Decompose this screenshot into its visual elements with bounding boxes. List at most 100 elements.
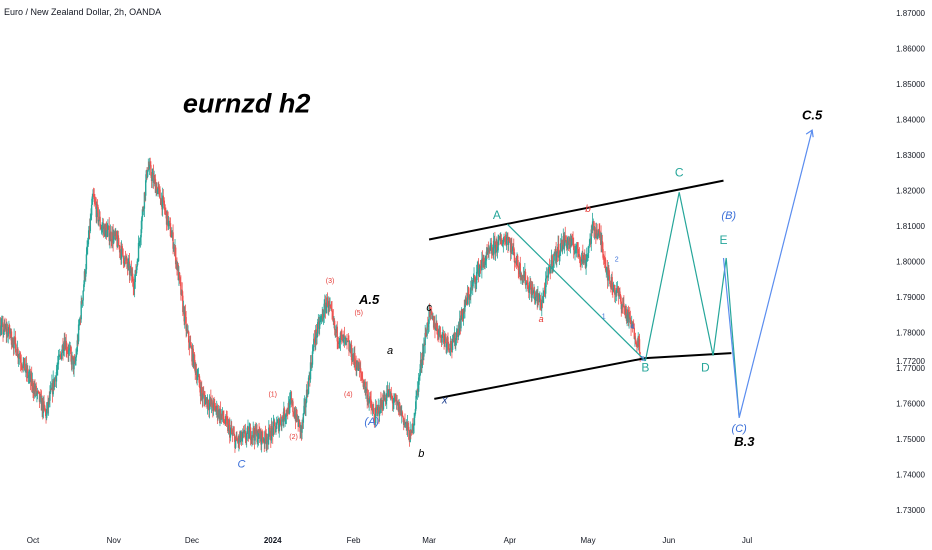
candle-body [181,289,183,296]
candle-body [118,245,120,246]
candle-body [338,343,340,344]
candle-body [187,331,190,343]
y-tick-label: 1.80000 [896,258,925,267]
candle-body [141,217,143,230]
candle-body [14,336,16,338]
candle-body [124,257,126,265]
candle-body [543,290,545,296]
candle-body [360,372,363,376]
candle-body [21,365,23,368]
candle-body [185,317,187,331]
candle-body [475,283,477,284]
candle-body [346,338,348,341]
candle-body [244,431,247,439]
wave-label: (3) [326,278,335,285]
candle-body [332,316,335,322]
drawing-lines [428,129,814,418]
candle-body [97,207,99,222]
candle-body [130,267,133,277]
candle-body [457,328,460,337]
candle-body [143,208,145,210]
candle-body [246,427,249,434]
candle-body [243,431,245,434]
candle-body [385,401,387,402]
candle-body [438,330,440,336]
candle-body [180,282,182,295]
candle-body [44,405,46,410]
candle-body [576,242,579,249]
wave-label: a [539,314,544,324]
candle-body [139,241,141,243]
candle-body [393,395,396,402]
candle-body [262,438,264,442]
candle-body [481,258,483,271]
candle-body [288,399,291,413]
candle-body [637,336,639,347]
candle-body [541,299,543,309]
wave-label: (1) [268,391,277,398]
candle-body [316,333,318,338]
candle-body [140,229,142,238]
candle-body [313,338,315,348]
candle-body [596,229,598,239]
candle-body [211,399,213,408]
candle-body [311,364,313,366]
candle-body [80,301,82,320]
candle-body [396,400,398,404]
candle-body [174,247,177,265]
candle-body [511,243,513,252]
candle-body [45,409,48,419]
candle-body [378,413,381,416]
candle-body [17,357,20,359]
candle-body [571,238,573,246]
candle-body [278,424,280,432]
candle-body [68,348,71,350]
candle-body [428,307,430,324]
candle-body [257,438,259,443]
x-tick-label: Apr [504,536,517,545]
candle-body [387,390,390,396]
candle-body [496,241,498,251]
candle-body [573,245,575,251]
candle-body [516,255,519,267]
candle-body [500,239,503,244]
y-tick-label: 1.87000 [896,9,925,18]
candle-body [122,248,124,256]
candle-body [539,298,542,309]
candle-body [126,257,128,264]
wave-label: a [387,345,393,357]
candle-body [330,307,333,309]
candle-body [574,250,576,255]
candle-body [158,187,161,190]
wave-label: (A) [364,416,379,428]
candle-body [245,433,248,440]
candle-body [614,292,617,295]
candle-body [424,332,426,346]
candle-body [563,235,566,247]
x-tick-label: Oct [27,536,40,545]
wave-label: (C) [732,423,748,435]
candle-body [223,420,226,424]
candle-body [359,368,362,373]
candle-body [559,243,562,252]
time-axis[interactable]: Oct Nov Dec 2024 Feb Mar Apr May Jun Jul [27,536,753,545]
candle-body [57,356,60,365]
candle-body [604,259,607,271]
candle-body [2,322,4,334]
candle-body [348,341,350,351]
candle-body [354,361,357,364]
candle-body [542,295,544,303]
candle-body [96,204,98,218]
candle-body [225,415,227,424]
candle-body [275,423,278,429]
candle-body [474,277,477,284]
candle-body [223,418,225,421]
candle-body [574,249,577,251]
price-axis[interactable]: 1.87000 1.86000 1.85000 1.84000 1.83000 1.820… [896,9,925,515]
wave-label: c [426,302,432,314]
candle-body [612,287,615,292]
candle-body [372,409,374,411]
candle-body [234,439,237,448]
candle-body [558,243,560,258]
